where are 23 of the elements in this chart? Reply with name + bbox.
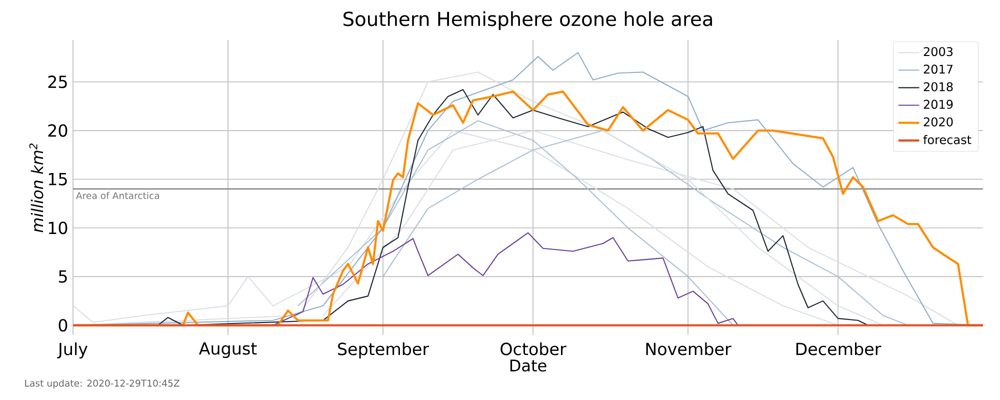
chart-title: Southern Hemisphere ozone hole area [344,11,712,30]
legend-label: 2019 [924,100,953,109]
x-tick-label: September [338,342,430,359]
text: million km$^{2}$ [29,143,44,232]
x-tick-label: July [57,342,88,359]
x-axis-title: Date [510,360,546,372]
legend-label: 2018 [924,82,953,92]
legend-label: 2017 [924,64,952,74]
text: Last update: 2020-12-29T10:45Z [25,379,180,389]
legend-label: forecast [923,134,972,144]
y-tick-label: 10 [48,222,68,234]
y-tick-label: 5 [58,270,67,283]
y-tick-label: 0 [58,318,68,332]
legend-label: 2020 [924,117,953,126]
x-tick-label: December [796,342,882,356]
y-tick-label: 15 [48,173,67,186]
x-tick-label: August [198,342,257,358]
y-tick-label: 25 [48,76,67,88]
ref-line-label: Area of Antarctica [76,192,160,200]
y-tick-label: 20 [48,124,68,137]
x-tick-label: November [646,342,732,356]
legend-label: 2003 [924,47,953,56]
x-tick-label: October [500,342,566,356]
